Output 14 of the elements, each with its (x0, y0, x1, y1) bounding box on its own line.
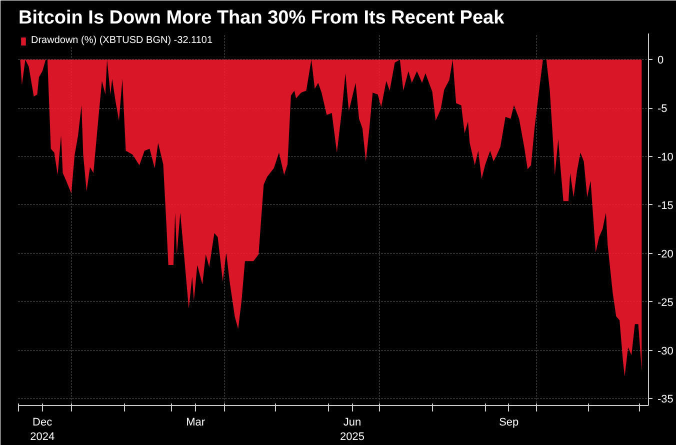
chart-title: Bitcoin Is Down More Than 30% From Its Recent Peak (18, 8, 505, 28)
y-tick-label: -25 (658, 296, 674, 309)
y-tick-label: -30 (658, 345, 674, 358)
y-tick-label: 0 (658, 54, 664, 67)
y-tick-label: -15 (658, 200, 674, 212)
legend-label: Drawdown (%) (XBTUSD BGN) -32.1101 (31, 35, 213, 46)
y-tick-label: -10 (658, 152, 674, 164)
x-tick-label: Dec 2024 (30, 416, 55, 443)
y-tick-label: -35 (658, 394, 674, 406)
y-tick-label: -20 (658, 248, 674, 260)
x-tick-label: Sep (499, 416, 519, 428)
x-tick-label: Mar (186, 416, 206, 428)
y-tick-label: -5 (658, 103, 668, 116)
x-tick-label: Jun 2025 (340, 416, 364, 443)
